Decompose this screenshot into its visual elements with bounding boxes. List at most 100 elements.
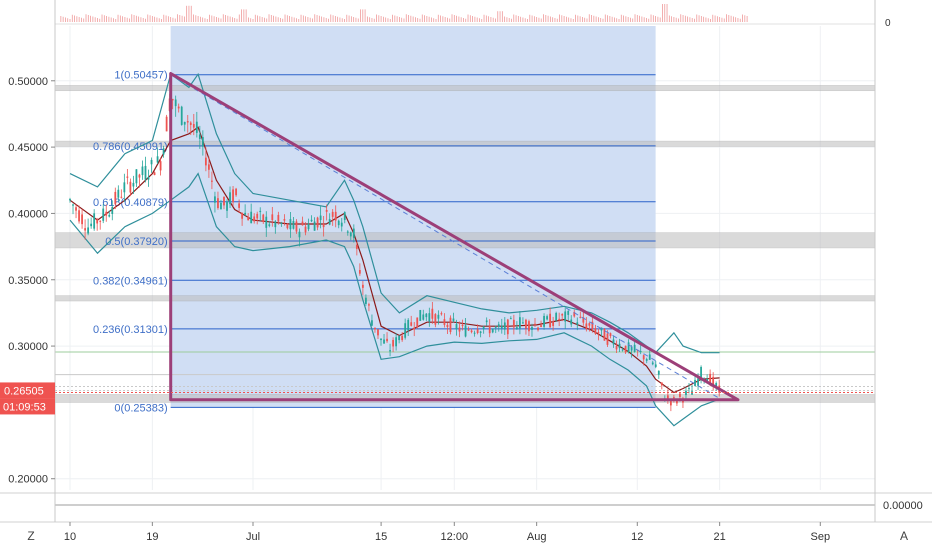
price-axis-label: 0.50000 xyxy=(8,76,48,88)
candle-body xyxy=(386,338,388,342)
candle-body xyxy=(461,324,464,327)
candle-body xyxy=(298,231,301,238)
candle-body xyxy=(108,214,111,217)
candle-body xyxy=(512,319,515,328)
candle-body xyxy=(555,312,558,321)
candle-body xyxy=(519,317,521,329)
candle-body xyxy=(609,333,612,337)
candle-body xyxy=(503,322,506,330)
candle-body xyxy=(491,328,494,333)
candle-body xyxy=(549,313,552,328)
candle-body xyxy=(319,215,322,221)
candle-body xyxy=(75,207,77,211)
support-resistance-zone xyxy=(54,232,876,249)
time-axis-label: 12:00 xyxy=(441,531,469,543)
candle-body xyxy=(558,318,561,321)
candle-body xyxy=(81,214,83,225)
candle-body xyxy=(464,325,467,337)
candle-body xyxy=(615,346,618,350)
candle-body xyxy=(211,180,213,182)
candle-body xyxy=(434,314,437,325)
candle-body xyxy=(669,400,672,406)
candle-body xyxy=(292,221,295,229)
candle-body xyxy=(389,350,391,352)
candle-body xyxy=(307,223,310,230)
candle-body xyxy=(564,311,567,322)
candle-body xyxy=(470,330,473,333)
candle-body xyxy=(259,210,262,213)
candle-body xyxy=(561,313,564,316)
candle-body xyxy=(301,221,304,226)
candle-body xyxy=(256,213,259,219)
candle-body xyxy=(232,189,234,203)
candle-body xyxy=(431,308,434,319)
candle-body xyxy=(600,327,603,331)
dashed-trend-line xyxy=(170,74,720,399)
candle-body xyxy=(700,366,702,378)
candle-body xyxy=(289,219,292,230)
candle-body xyxy=(392,339,394,347)
candle-body xyxy=(165,116,168,132)
candle-body xyxy=(570,319,573,325)
candle-body xyxy=(204,157,207,166)
candle-body xyxy=(349,232,352,237)
candle-body xyxy=(310,219,313,222)
candle-body xyxy=(588,323,591,326)
candle-body xyxy=(78,210,80,222)
candle-body xyxy=(365,297,367,304)
candle-body xyxy=(449,317,452,333)
candle-body xyxy=(171,98,174,101)
candle-body xyxy=(129,181,132,193)
candle-body xyxy=(543,315,545,327)
candle-body xyxy=(404,323,407,338)
candle-body xyxy=(467,329,470,331)
candle-body xyxy=(612,339,615,345)
candle-body xyxy=(651,362,654,365)
candle-body xyxy=(624,345,627,353)
candle-body xyxy=(500,325,503,329)
time-axis-label: Sep xyxy=(811,531,831,543)
candle-body xyxy=(479,331,482,333)
candle-body xyxy=(645,359,648,361)
candle-body xyxy=(144,165,147,180)
time-axis-label: Aug xyxy=(527,531,547,543)
candle-body xyxy=(585,323,588,330)
fibonacci-zone xyxy=(170,26,656,408)
countdown-label: 01:09:53 xyxy=(3,401,46,413)
price-axis-label: 0.35000 xyxy=(8,275,48,287)
price-axis-label: 0.30000 xyxy=(8,341,48,353)
fib-level-label: 1(0.50457) xyxy=(114,70,167,82)
candle-body xyxy=(676,400,678,404)
candle-body xyxy=(286,224,289,229)
candle-body xyxy=(117,189,120,198)
autoscale-button[interactable]: A xyxy=(899,529,908,543)
candle-body xyxy=(217,198,219,209)
candle-body xyxy=(380,338,382,341)
timezone-button[interactable]: Z xyxy=(27,529,35,543)
fib-level-label: 0.5(0.37920) xyxy=(105,236,167,248)
candle-body xyxy=(416,317,419,328)
candle-body xyxy=(407,319,410,331)
candle-body xyxy=(410,322,413,326)
candle-body xyxy=(235,188,237,196)
candle-body xyxy=(262,214,265,222)
candle-body xyxy=(654,364,657,367)
candle-body xyxy=(340,222,343,227)
candle-body xyxy=(591,321,594,330)
candle-body xyxy=(316,217,319,228)
candle-body xyxy=(528,321,530,332)
candle-body xyxy=(247,216,250,221)
candle-body xyxy=(621,349,624,351)
candle-body xyxy=(440,313,443,315)
current-price-badge xyxy=(0,382,55,399)
candle-body xyxy=(688,388,690,390)
support-resistance-zone xyxy=(54,85,876,92)
candle-body xyxy=(159,161,162,171)
candle-body xyxy=(582,317,585,323)
candle-body xyxy=(337,220,340,226)
candle-body xyxy=(633,344,636,352)
candle-body xyxy=(455,324,458,330)
descending-triangle xyxy=(169,72,740,402)
